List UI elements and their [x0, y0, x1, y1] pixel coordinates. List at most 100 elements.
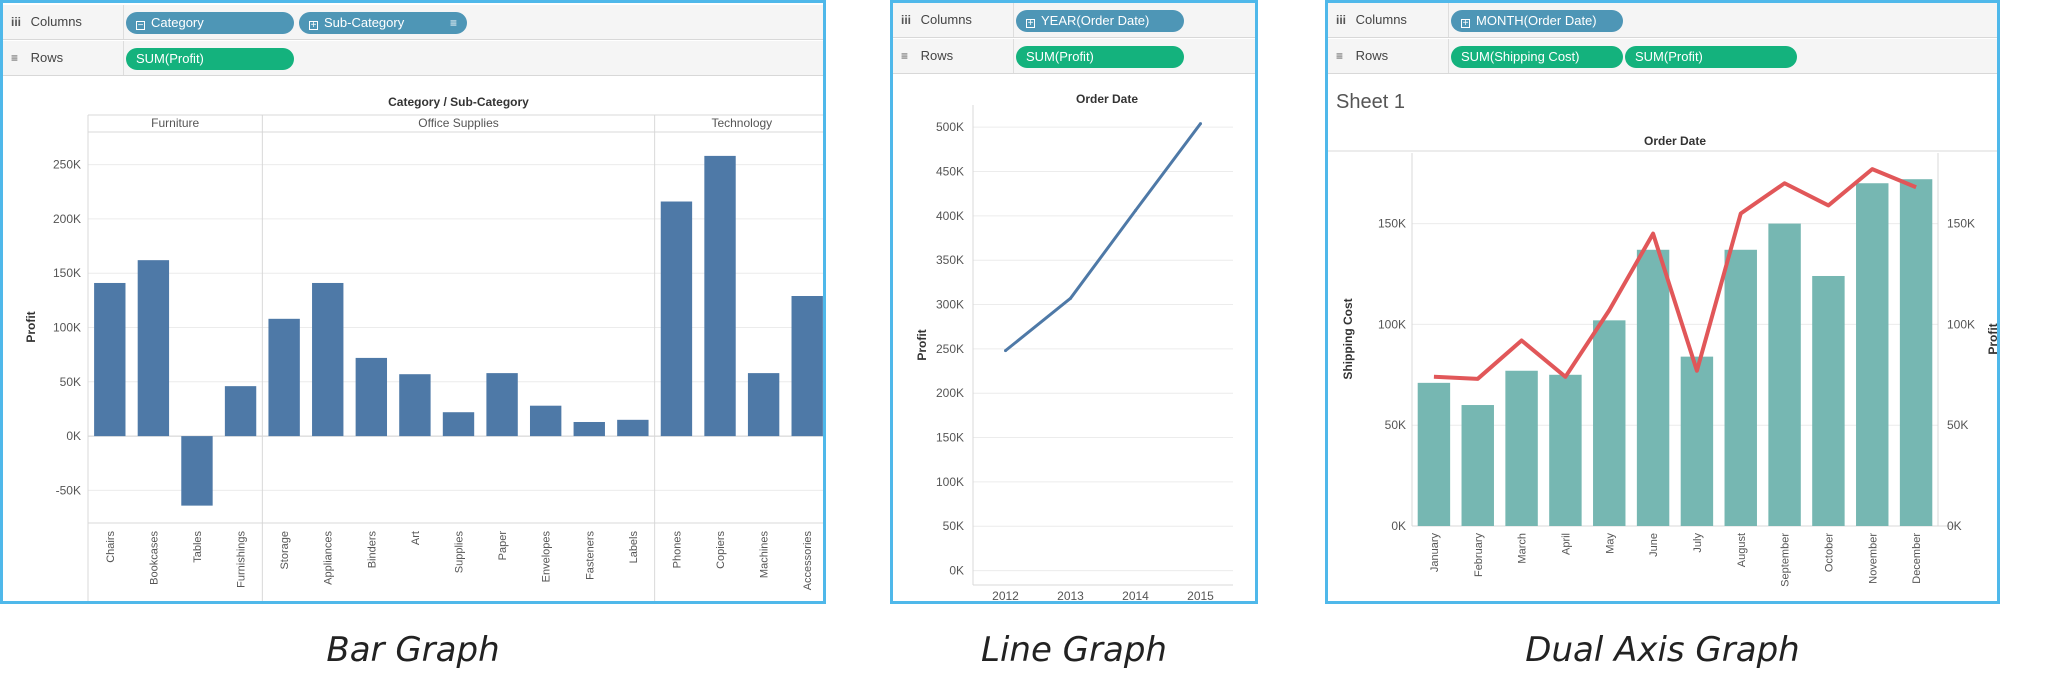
x-tick-label: Supplies [454, 531, 466, 574]
y-tick-label: 200K [53, 212, 81, 226]
expand-icon: + [309, 20, 318, 31]
bar [791, 296, 823, 437]
shipping-cost-bar [1856, 183, 1889, 527]
y-tick-label: 150K [936, 431, 964, 445]
shipping-cost-bar [1724, 249, 1757, 526]
x-tick-label: 2012 [992, 589, 1019, 603]
x-tick-label: Chairs [105, 531, 117, 563]
dual-axis-panel: iii Columns + MONTH(Order Date) ≡ Rows SU… [1325, 0, 2000, 604]
bar [573, 421, 605, 437]
group-header: Furniture [151, 116, 199, 130]
rows-icon: ≡ [901, 49, 909, 63]
x-tick-label: Envelopes [541, 531, 553, 583]
shipping-cost-bar [1549, 374, 1582, 526]
y-tick-label: 0K [949, 564, 964, 578]
grid [972, 105, 1233, 586]
y-axis-label: Profit [915, 329, 929, 360]
shipping-cost-bar [1417, 382, 1451, 526]
caption-dual-axis-graph: Dual Axis Graph [1525, 630, 1800, 670]
x-tick-label: January [1429, 533, 1441, 573]
x-tick-label: Storage [279, 531, 291, 570]
sum-profit-pill[interactable]: SUM(Profit) [126, 48, 294, 70]
caption-bar-graph: Bar Graph [326, 630, 500, 670]
line-point [1004, 349, 1007, 353]
bar [94, 282, 126, 437]
x-tick-label: Bookcases [148, 531, 160, 585]
x-tick-label: Copiers [715, 531, 727, 569]
rows-icon: ≡ [11, 51, 19, 65]
sum-profit-pill[interactable]: SUM(Profit) [1016, 46, 1184, 68]
x-tick-label: February [1473, 533, 1485, 578]
y-axis-label-right: Profit [1986, 323, 2000, 354]
x-tick-label: April [1560, 533, 1572, 555]
chart-title: Category / Sub-Category [388, 95, 529, 109]
chart-title: Order Date [1644, 134, 1706, 148]
sum-shipping-cost-pill[interactable]: SUM(Shipping Cost) [1451, 46, 1623, 68]
bar [355, 357, 388, 437]
y-tick-label: 250K [53, 158, 81, 172]
category-pill[interactable]: − Category [126, 12, 294, 34]
y-tick-label: 450K [936, 165, 964, 179]
y-tick-label: 500K [936, 120, 964, 134]
x-tick-label: Accessories [802, 531, 814, 591]
x-tick-label: Machines [759, 531, 771, 579]
bar [660, 201, 693, 437]
month-order-date-pill[interactable]: + MONTH(Order Date) [1451, 10, 1623, 32]
labels: 0K 0K 50K 50K 100K 100K 150K 150K January Februar… [1378, 217, 1975, 587]
bar [181, 436, 213, 506]
x-tick-label: Art [410, 531, 422, 545]
y-tick-label: 250K [936, 342, 964, 356]
bar [486, 373, 518, 437]
chart-title: Order Date [1076, 92, 1138, 106]
y-tick-label: 150K [53, 266, 81, 280]
marks [1417, 167, 1933, 527]
y-tick-label: 100K [53, 321, 81, 335]
rows-icon: ≡ [1336, 49, 1344, 63]
y-tick-label-right: 0K [1947, 519, 1962, 533]
x-tick-label: Fasteners [584, 531, 596, 580]
rows-label: Rows [1355, 48, 1389, 63]
rows-shelf: ≡ Rows SUM(Profit) [3, 41, 823, 76]
y-tick-label: 300K [936, 298, 964, 312]
x-tick-label: December [1911, 533, 1923, 584]
labels: 0K 50K 100K 150K 200K 250K 300K 350K 400K 450K 500… [936, 120, 1214, 603]
x-tick-label: 2015 [1187, 589, 1214, 603]
line-series [1004, 122, 1202, 353]
columns-icon: iii [11, 15, 22, 29]
columns-shelf: iii Columns + MONTH(Order Date) [1328, 3, 1997, 38]
line-chart: 0K 50K 100K 150K 200K 250K 300K 350K 400K 450K 500… [915, 92, 1233, 603]
columns-icon: iii [1336, 13, 1347, 27]
expand-icon: + [1026, 18, 1035, 29]
shipping-cost-bar [1812, 275, 1845, 526]
y-tick-label-right: 50K [1947, 418, 1968, 432]
rows-label: Rows [30, 50, 64, 65]
columns-label: Columns [920, 12, 972, 27]
x-tick-label: September [1780, 533, 1792, 587]
y-tick-label-right: 150K [1947, 217, 1975, 231]
sub-category-pill[interactable]: + Sub-Category ≡ [299, 12, 467, 34]
profit-line [1004, 122, 1202, 352]
grid [87, 114, 823, 601]
x-tick-label: 2014 [1122, 589, 1149, 603]
bar [442, 412, 475, 437]
shipping-cost-bar [1680, 356, 1714, 526]
line-point [1199, 122, 1202, 126]
profit-line [1433, 167, 1917, 381]
line-point [1069, 296, 1072, 300]
bar [137, 260, 170, 437]
y-tick-label-left: 150K [1378, 217, 1406, 231]
x-tick-label: Appliances [323, 531, 335, 585]
caption-line-graph: Line Graph [981, 630, 1167, 670]
x-tick-label: Furnishings [236, 531, 248, 588]
sum-profit-pill[interactable]: SUM(Profit) [1625, 46, 1797, 68]
y-tick-label: 400K [936, 209, 964, 223]
x-tick-label: July [1692, 533, 1704, 553]
sort-icon[interactable]: ≡ [449, 16, 457, 30]
bar [399, 374, 431, 437]
year-order-date-pill[interactable]: + YEAR(Order Date) [1016, 10, 1184, 32]
shipping-cost-bar [1636, 249, 1670, 526]
group-header: Technology [711, 116, 772, 130]
x-tick-label: November [1867, 533, 1879, 584]
bar [312, 282, 344, 437]
shipping-cost-bar [1505, 370, 1538, 526]
